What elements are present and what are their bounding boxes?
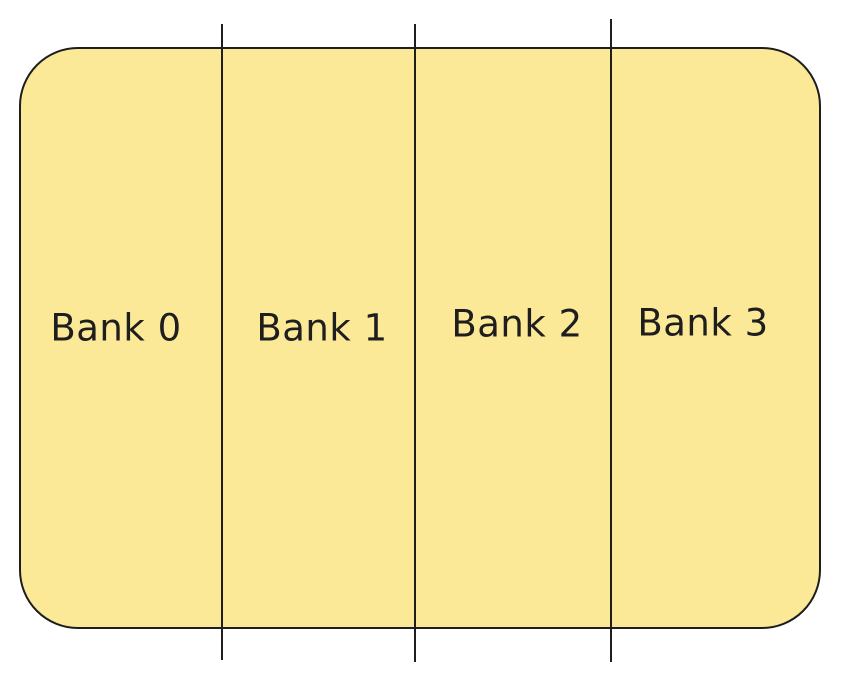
bank-3-label: Bank 3: [637, 302, 768, 345]
bank-2-label: Bank 2: [451, 303, 582, 346]
banks-container: [19, 47, 821, 629]
bank-1-label: Bank 1: [256, 307, 387, 350]
bank-0-label: Bank 0: [50, 307, 181, 350]
